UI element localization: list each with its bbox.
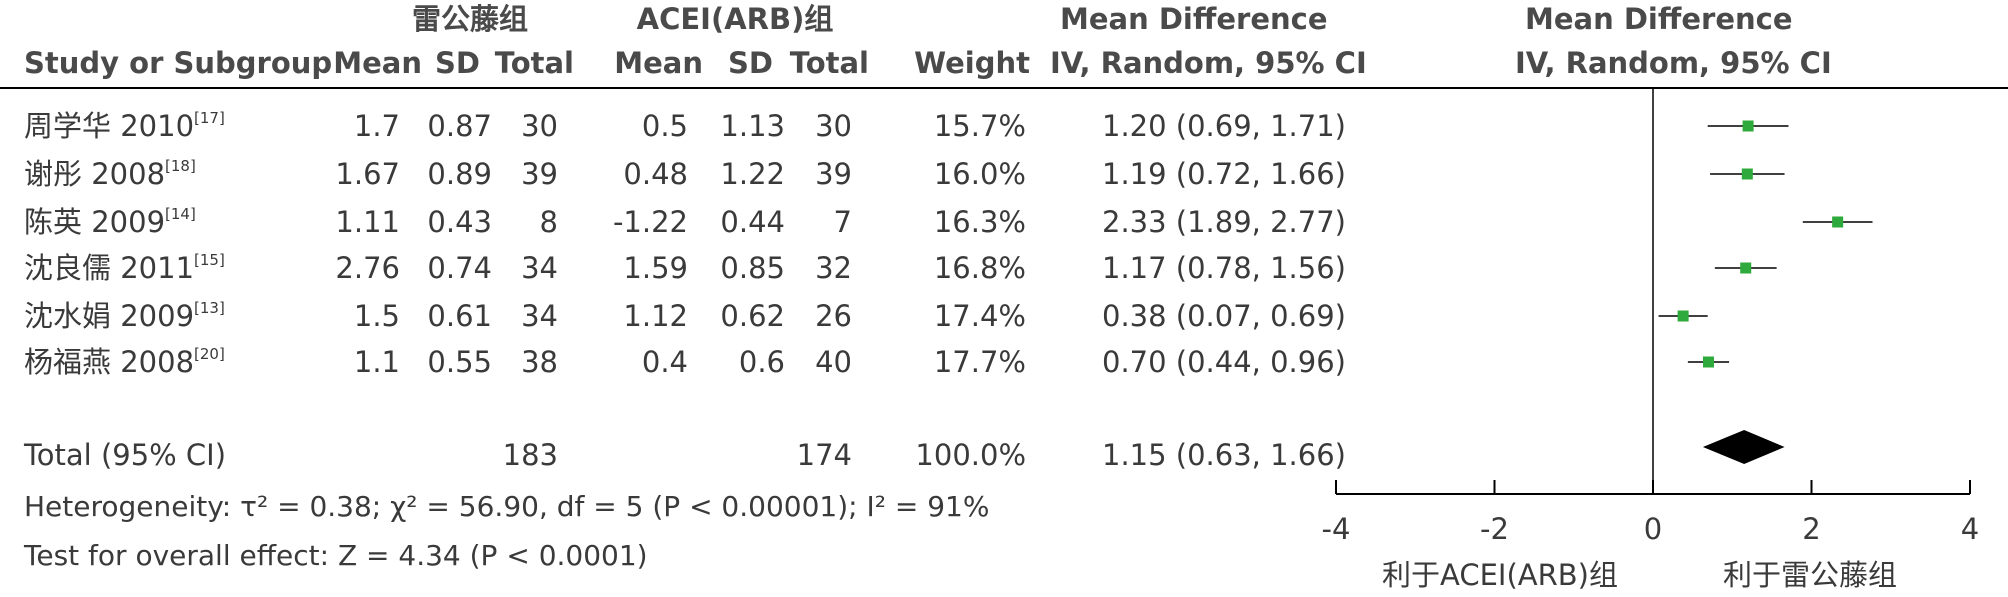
effect-square	[1740, 262, 1752, 274]
effect-square	[1677, 310, 1689, 322]
sd2-cell: 1.22	[720, 157, 785, 191]
sd1-cell: 0.43	[427, 205, 492, 239]
mean2-cell: 1.12	[623, 299, 688, 333]
sd2-cell: 0.6	[738, 345, 785, 379]
mean1-cell: 1.7	[353, 109, 400, 143]
effect-square	[1741, 168, 1753, 180]
sd2-cell: 1.13	[720, 109, 785, 143]
group2-header: ACEI(ARB)组	[636, 2, 834, 36]
sd2-header: SD	[728, 46, 773, 80]
total1-cell: 34	[521, 299, 558, 333]
mean1-cell: 1.67	[335, 157, 400, 191]
study-name: 谢彤 2008[18]	[24, 157, 196, 191]
mean2-cell: -1.22	[612, 205, 688, 239]
study-col-header: Study or Subgroup	[24, 46, 333, 80]
x-tick-label: -4	[1322, 512, 1351, 546]
plot-method-header: IV, Random, 95% CI	[1515, 46, 1832, 80]
ci-cell: 1.19 (0.72, 1.66)	[1102, 157, 1346, 191]
heterogeneity-text: Heterogeneity: τ² = 0.38; χ² = 56.90, df…	[24, 490, 990, 523]
sd2-cell: 0.62	[720, 299, 785, 333]
x-tick-label: 4	[1961, 512, 1979, 546]
effect-square	[1742, 120, 1754, 132]
sd1-cell: 0.61	[427, 299, 492, 333]
total2-header: Total	[789, 46, 869, 80]
ci-cell: 0.70 (0.44, 0.96)	[1102, 345, 1346, 379]
total-label: Total (95% CI)	[24, 438, 227, 472]
mean1-cell: 1.5	[353, 299, 400, 333]
sd1-cell: 0.89	[427, 157, 492, 191]
total1-cell: 38	[521, 345, 558, 379]
total2-cell: 7	[833, 205, 852, 239]
total2-cell: 40	[815, 345, 852, 379]
mean2-cell: 0.48	[623, 157, 688, 191]
ci-cell: 1.17 (0.78, 1.56)	[1102, 251, 1346, 285]
x-tick-label: -2	[1480, 512, 1509, 546]
ci-cell: 2.33 (1.89, 2.77)	[1102, 205, 1346, 239]
weight-cell: 15.7%	[933, 109, 1026, 143]
x-tick-label: 2	[1802, 512, 1820, 546]
study-name: 陈英 2009[14]	[24, 205, 196, 239]
total-weight: 100.0%	[915, 438, 1026, 472]
total2-sum: 174	[796, 438, 852, 472]
mean2-header: Mean	[614, 46, 703, 80]
study-name: 杨福燕 2008[20]	[24, 345, 225, 379]
weight-cell: 17.4%	[933, 299, 1026, 333]
ci-cell: 1.20 (0.69, 1.71)	[1102, 109, 1346, 143]
mean2-cell: 1.59	[623, 251, 688, 285]
sd1-cell: 0.87	[427, 109, 492, 143]
sd1-header: SD	[435, 46, 480, 80]
weight-cell: 17.7%	[933, 345, 1026, 379]
ci-cell: 0.38 (0.07, 0.69)	[1102, 299, 1346, 333]
weight-header: Weight	[914, 46, 1030, 80]
total1-cell: 8	[539, 205, 558, 239]
total2-cell: 26	[815, 299, 852, 333]
favours-left-label: 利于ACEI(ARB)组	[1382, 558, 1618, 592]
pooled-diamond	[1702, 430, 1785, 464]
total1-cell: 34	[521, 251, 558, 285]
mean1-cell: 2.76	[335, 251, 400, 285]
mean1-cell: 1.11	[335, 205, 400, 239]
group1-header: 雷公藤组	[411, 2, 528, 36]
total1-cell: 30	[521, 109, 558, 143]
sd2-cell: 0.85	[720, 251, 785, 285]
sd1-cell: 0.74	[427, 251, 492, 285]
mean1-cell: 1.1	[353, 345, 400, 379]
plot-title: Mean Difference	[1525, 2, 1793, 36]
overall-effect-text: Test for overall effect: Z = 4.34 (P < 0…	[24, 539, 648, 572]
weight-cell: 16.0%	[933, 157, 1026, 191]
md-title: Mean Difference	[1060, 2, 1328, 36]
total2-cell: 39	[815, 157, 852, 191]
effect-square	[1702, 356, 1714, 368]
total1-sum: 183	[502, 438, 558, 472]
md-method-header: IV, Random, 95% CI	[1050, 46, 1367, 80]
weight-cell: 16.8%	[933, 251, 1026, 285]
study-name: 沈良儒 2011[15]	[24, 251, 225, 285]
sd2-cell: 0.44	[720, 205, 785, 239]
study-name: 周学华 2010[17]	[24, 109, 225, 143]
favours-right-label: 利于雷公藤组	[1722, 558, 1897, 592]
mean1-header: Mean	[333, 46, 422, 80]
mean2-cell: 0.4	[641, 345, 688, 379]
total1-cell: 39	[521, 157, 558, 191]
total2-cell: 30	[815, 109, 852, 143]
x-tick-label: 0	[1644, 512, 1662, 546]
effect-square	[1832, 216, 1844, 228]
mean2-cell: 0.5	[641, 109, 688, 143]
total1-header: Total	[494, 46, 574, 80]
total-ci: 1.15 (0.63, 1.66)	[1102, 438, 1346, 472]
sd1-cell: 0.55	[427, 345, 492, 379]
study-name: 沈水娟 2009[13]	[24, 299, 225, 333]
weight-cell: 16.3%	[933, 205, 1026, 239]
total2-cell: 32	[815, 251, 852, 285]
